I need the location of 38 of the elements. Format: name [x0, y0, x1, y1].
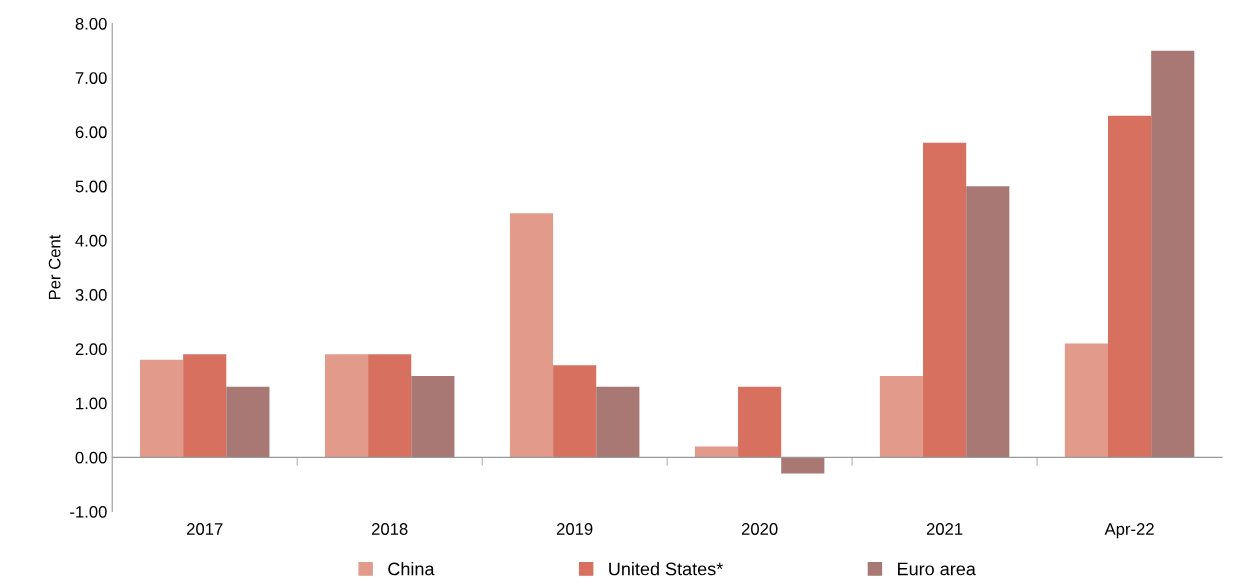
- bar: [1064, 343, 1108, 458]
- bar: [966, 186, 1010, 458]
- bar: [368, 354, 412, 458]
- bar: [553, 365, 597, 458]
- x-tick-label: Apr-22: [1104, 523, 1154, 539]
- y-tick-label: 8.00: [75, 17, 107, 30]
- x-tick-label: 2020: [741, 523, 778, 535]
- bar: [694, 446, 739, 458]
- y-tick-label: 1.00: [76, 397, 107, 410]
- bar: [923, 142, 967, 458]
- bar: [411, 375, 455, 458]
- bar: [738, 386, 782, 458]
- y-axis-title: Per Cent: [48, 234, 61, 300]
- y-tick-label: 5.00: [75, 180, 107, 193]
- legend-label: United States*: [609, 562, 723, 576]
- y-tick-label: 2.00: [75, 343, 107, 356]
- bar: [879, 375, 924, 458]
- bar: [1107, 115, 1152, 458]
- y-tick-label: 7.00: [75, 72, 107, 84]
- x-tick-label: 2019: [556, 523, 593, 535]
- y-tick-label: 0.00: [75, 451, 107, 464]
- x-tick-label: 2017: [187, 523, 223, 535]
- bar: [781, 457, 825, 474]
- legend-label: Euro area: [898, 562, 976, 576]
- bar: [1151, 50, 1195, 458]
- bar: [226, 386, 270, 458]
- y-tick-label: 3.00: [75, 289, 107, 301]
- y-tick-label: 4.00: [75, 234, 107, 247]
- bar: [509, 213, 554, 458]
- bar: [596, 386, 640, 458]
- legend-label: China: [388, 562, 435, 576]
- bar: [183, 354, 227, 458]
- y-tick-label: 6.00: [75, 126, 107, 139]
- bar: [139, 359, 184, 458]
- bar: [324, 354, 369, 458]
- y-tick-label: -1.00: [70, 505, 107, 518]
- x-tick-label: 2021: [926, 523, 963, 535]
- x-tick-label: 2018: [371, 523, 408, 535]
